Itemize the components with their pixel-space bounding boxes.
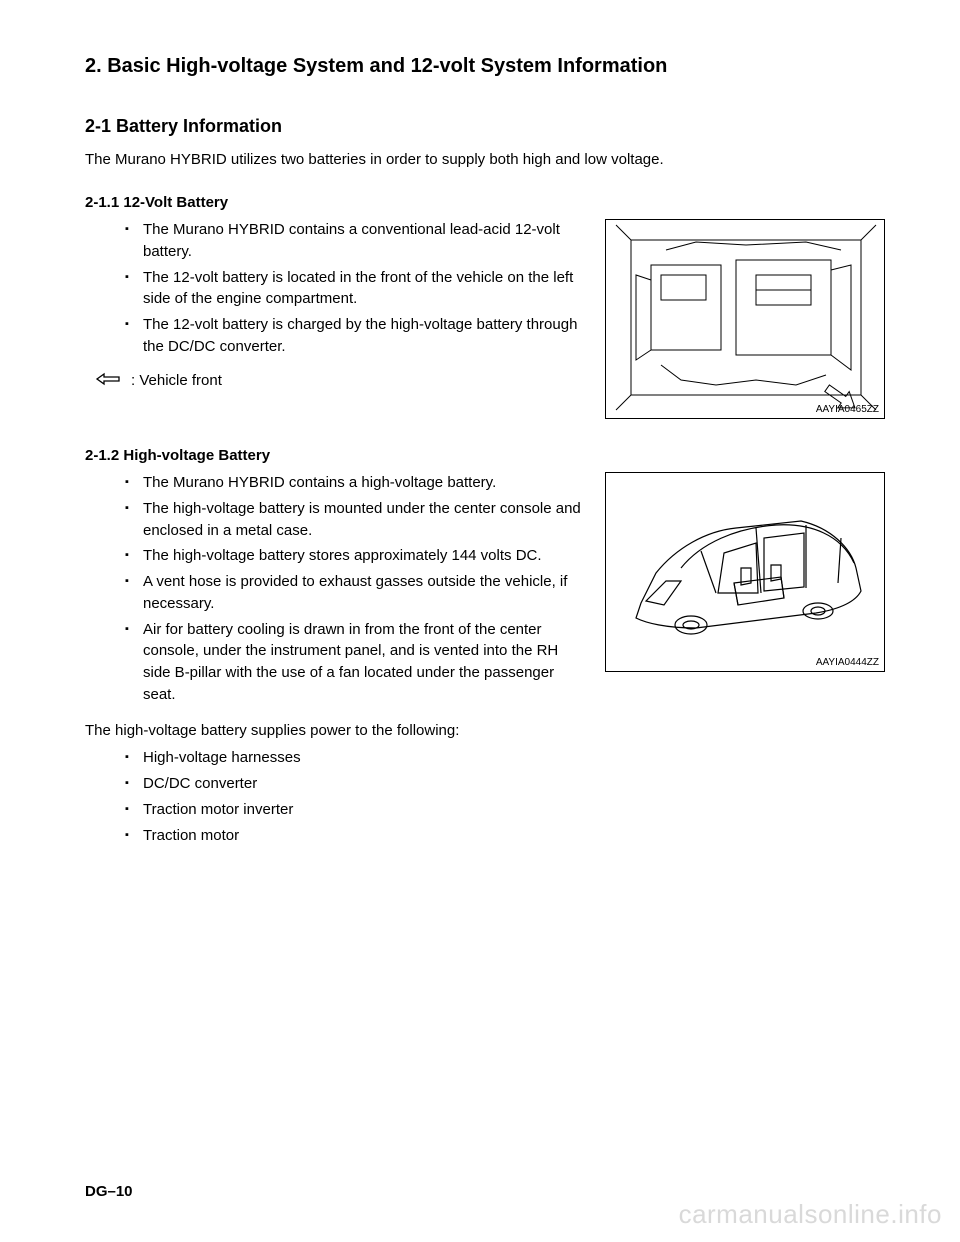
section-2-1-2-bullets: The Murano HYBRID contains a high-voltag…	[85, 472, 585, 706]
list-item: The 12-volt battery is located in the fr…	[125, 267, 585, 311]
list-item: The high-voltage battery is mounted unde…	[125, 498, 585, 542]
list-item: The high-voltage battery stores approxim…	[125, 545, 585, 567]
list-item: Traction motor	[125, 825, 885, 847]
section-2-1-1-title: 2-1.1 12-Volt Battery	[85, 194, 885, 211]
watermark-text: carmanualsonline.info	[679, 1199, 942, 1230]
section-2-1-2-title: 2-1.2 High-voltage Battery	[85, 447, 885, 464]
legend-text: : Vehicle front	[131, 372, 222, 389]
section-2-1-2: 2-1.2 High-voltage Battery The Murano HY…	[85, 447, 885, 846]
supplies-power-text: The high-voltage battery supplies power …	[85, 720, 885, 742]
list-item: The 12-volt battery is charged by the hi…	[125, 314, 585, 358]
vehicle-front-legend: : Vehicle front	[85, 372, 585, 390]
supplies-power-list: High-voltage harnesses DC/DC converter T…	[85, 747, 885, 846]
figure-engine-bay: AAYIA0465ZZ	[605, 219, 885, 419]
page-title: 2. Basic High-voltage System and 12-volt…	[85, 55, 885, 78]
section-2-1-title: 2-1 Battery Information	[85, 116, 885, 137]
figure-2-label: AAYIA0444ZZ	[816, 657, 879, 668]
section-2-1-1: 2-1.1 12-Volt Battery The Murano HYBRID …	[85, 194, 885, 419]
list-item: DC/DC converter	[125, 773, 885, 795]
list-item: A vent hose is provided to exhaust gasse…	[125, 571, 585, 615]
list-item: High-voltage harnesses	[125, 747, 885, 769]
section-2-1-1-bullets: The Murano HYBRID contains a conventiona…	[85, 219, 585, 358]
intro-text: The Murano HYBRID utilizes two batteries…	[85, 151, 885, 168]
figure-vehicle-cutaway: AAYIA0444ZZ	[605, 472, 885, 672]
page-number: DG–10	[85, 1183, 133, 1200]
arrow-left-outline-icon	[95, 372, 121, 390]
list-item: The Murano HYBRID contains a high-voltag…	[125, 472, 585, 494]
list-item: Air for battery cooling is drawn in from…	[125, 619, 585, 706]
list-item: The Murano HYBRID contains a conventiona…	[125, 219, 585, 263]
list-item: Traction motor inverter	[125, 799, 885, 821]
figure-1-label: AAYIA0465ZZ	[816, 404, 879, 415]
